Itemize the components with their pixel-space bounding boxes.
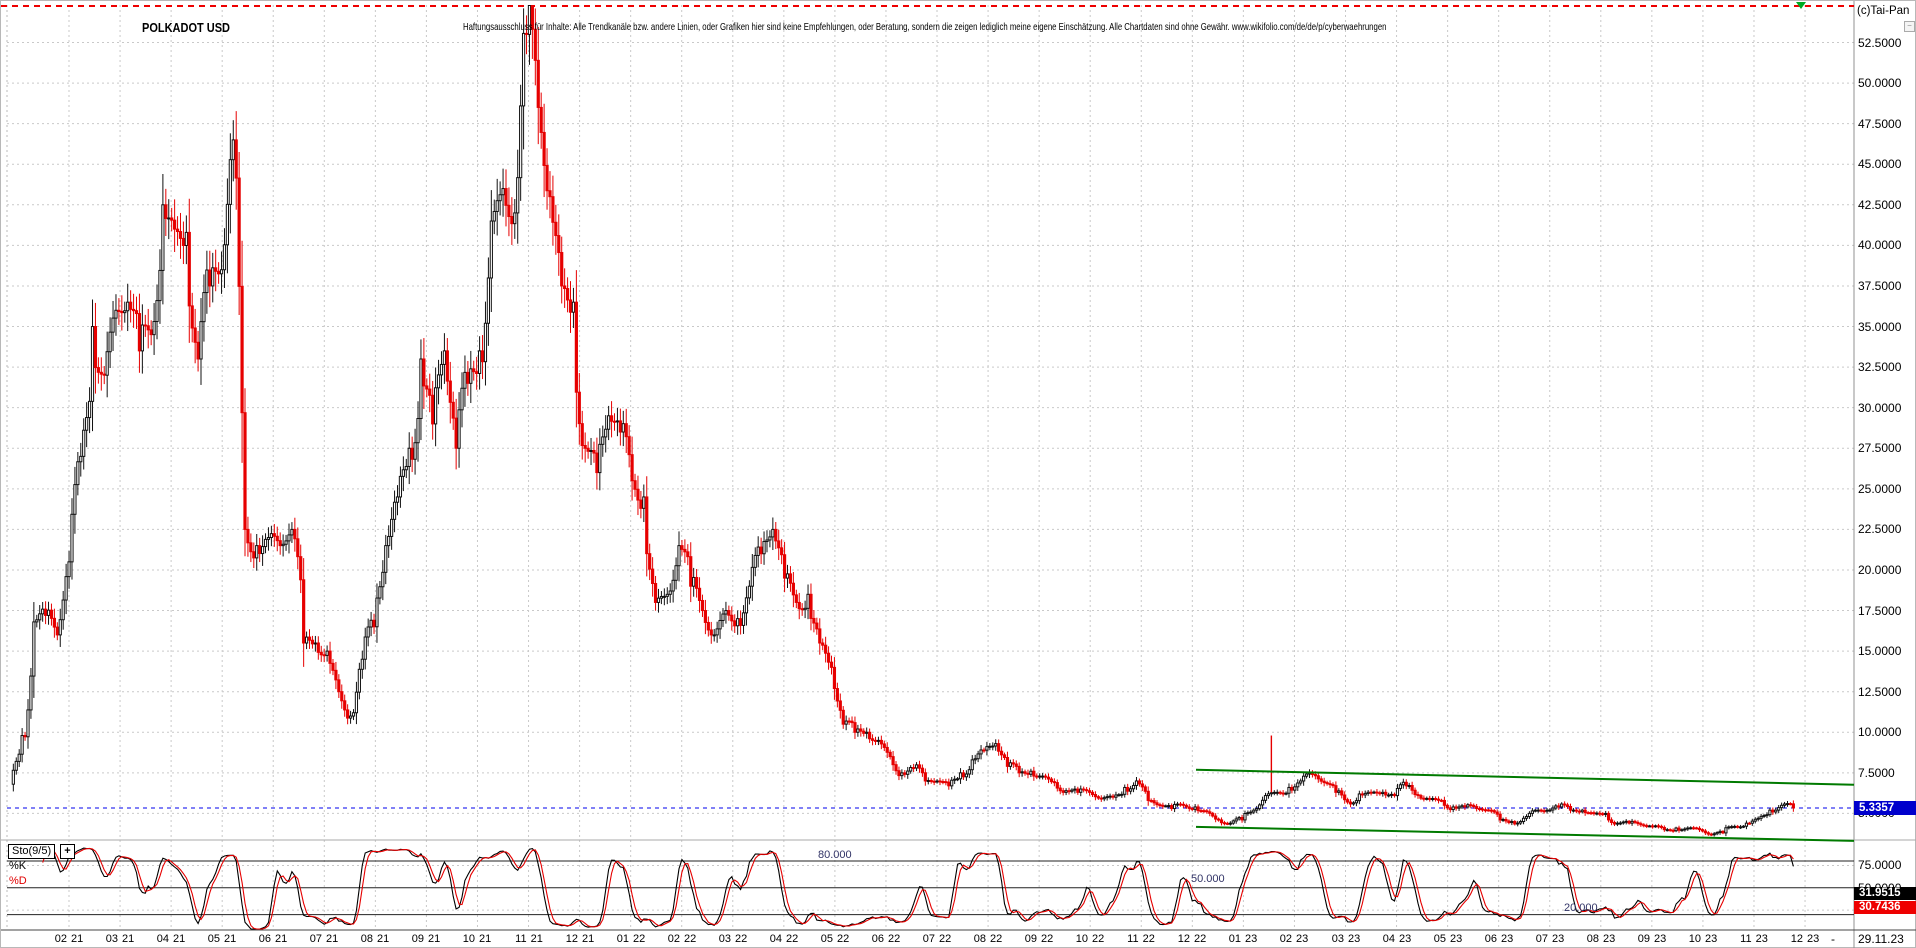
last-date-label: 29.11.23 <box>1858 932 1904 946</box>
month-label: 06 22 <box>871 933 901 945</box>
month-label: 11 23 <box>1740 933 1768 945</box>
price-tick-label: 42.5000 <box>1858 198 1902 212</box>
ref-line-label: 20.000 <box>1564 902 1598 914</box>
month-label: 04 21 <box>156 933 186 945</box>
month-label: 04 22 <box>769 933 799 945</box>
d-line-label: %D <box>9 875 27 887</box>
month-label: 02 23 <box>1279 933 1309 945</box>
month-label: 12 22 <box>1177 933 1207 945</box>
month-label: 02 21 <box>54 933 84 945</box>
month-label: 07 23 <box>1535 933 1565 945</box>
month-label: 09 23 <box>1637 933 1667 945</box>
month-label: 11 22 <box>1127 933 1155 945</box>
month-label: 12 21 <box>565 933 595 945</box>
price-tick-label: 45.0000 <box>1858 157 1902 171</box>
month-label: 09 21 <box>411 933 441 945</box>
price-tick-label: 12.5000 <box>1858 685 1902 699</box>
price-tick-label: 15.0000 <box>1858 644 1902 658</box>
month-label: 09 22 <box>1024 933 1054 945</box>
page-title: POLKADOT USD <box>142 21 230 35</box>
month-label: 05 22 <box>820 933 850 945</box>
price-tick-label: 47.5000 <box>1858 117 1902 131</box>
price-tick-label: 30.0000 <box>1858 401 1902 415</box>
price-tick-label: 50.0000 <box>1858 76 1902 90</box>
month-label: 01 22 <box>616 933 646 945</box>
copyright-label: (c)Tai-Pan <box>1857 5 1910 17</box>
price-tick-label: 27.5000 <box>1858 441 1902 455</box>
month-label: 06 23 <box>1484 933 1514 945</box>
price-tick-label: 37.5000 <box>1858 279 1902 293</box>
month-label: 11 21 <box>515 933 543 945</box>
month-label: 07 22 <box>922 933 952 945</box>
price-tick-label: 22.5000 <box>1858 522 1902 536</box>
stochastic-d-badge: 30.7436 <box>1854 901 1916 914</box>
month-label: 05 23 <box>1433 933 1463 945</box>
indicator-expand-button[interactable]: + <box>60 844 75 859</box>
month-label: 03 22 <box>718 933 748 945</box>
month-label: 10 23 <box>1688 933 1718 945</box>
ref-line-label: 80.000 <box>818 849 852 861</box>
price-tick-label: 32.5000 <box>1858 360 1902 374</box>
date-axis-end-dash: - <box>1831 932 1835 946</box>
month-label: 10 21 <box>462 933 492 945</box>
price-tick-label: 52.5000 <box>1858 36 1902 50</box>
month-label: 08 21 <box>360 933 390 945</box>
month-label: 08 23 <box>1586 933 1616 945</box>
price-tick-label: 10.0000 <box>1858 725 1902 739</box>
month-label: 03 23 <box>1331 933 1361 945</box>
month-label: 07 21 <box>309 933 339 945</box>
month-label: 03 21 <box>105 933 135 945</box>
price-tick-label: 25.0000 <box>1858 482 1902 496</box>
price-tick-label: 7.5000 <box>1858 766 1895 780</box>
stochastic-k-badge: 31.9515 <box>1854 887 1916 900</box>
price-tick-label: 35.0000 <box>1858 320 1902 334</box>
month-label: 01 23 <box>1228 933 1258 945</box>
indicator-label[interactable]: Sto(9/5) <box>8 844 56 859</box>
k-line-label: %K <box>9 860 27 872</box>
month-label: 05 21 <box>207 933 237 945</box>
month-label: 12 23 <box>1790 933 1820 945</box>
price-tick-label: 40.0000 <box>1858 238 1902 252</box>
collapse-button[interactable]: − <box>1904 21 1915 32</box>
month-label: 10 22 <box>1075 933 1105 945</box>
month-label: 06 21 <box>258 933 288 945</box>
disclaimer-text: Haftungsausschluss für Inhalte: Alle Tre… <box>463 21 1387 33</box>
month-label: 08 22 <box>973 933 1003 945</box>
indicator-tick-label: 75.0000 <box>1858 858 1902 872</box>
current-price-badge: 5.3357 <box>1854 801 1916 815</box>
month-label: 04 23 <box>1382 933 1412 945</box>
ref-line-label: 50.000 <box>1191 873 1225 885</box>
price-tick-label: 17.5000 <box>1858 604 1902 618</box>
price-tick-label: 20.0000 <box>1858 563 1902 577</box>
month-label: 02 22 <box>667 933 697 945</box>
